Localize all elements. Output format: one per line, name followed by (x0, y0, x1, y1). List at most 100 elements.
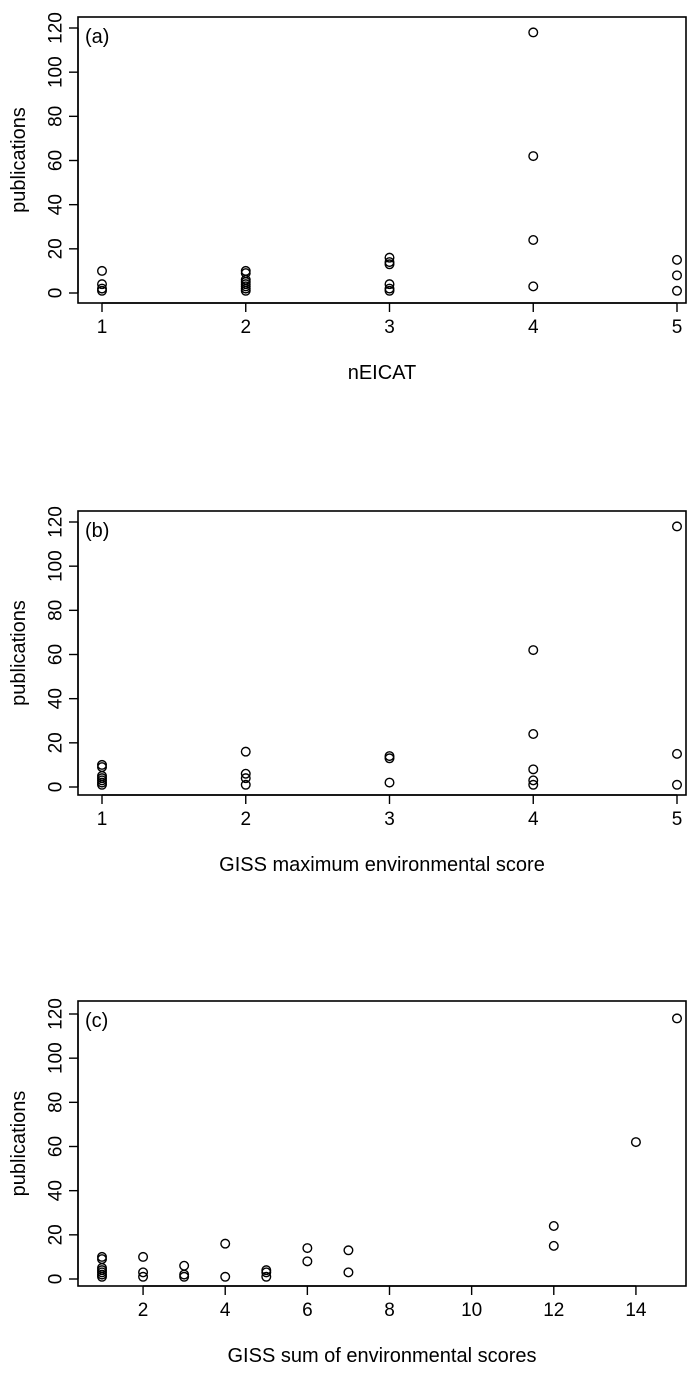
y-tick-label: 100 (46, 550, 67, 582)
data-point (528, 281, 539, 292)
x-tick-label: 6 (302, 1300, 313, 1321)
x-tick-label: 10 (461, 1300, 482, 1321)
panel-label: (b) (85, 520, 109, 542)
data-point (302, 1256, 313, 1267)
x-axis-title: nEICAT (348, 362, 417, 384)
x-tick-label: 2 (240, 317, 251, 338)
y-tick-label: 80 (46, 106, 67, 127)
y-tick-label: 40 (46, 1180, 67, 1201)
data-point (138, 1267, 149, 1278)
x-axis-title: GISS sum of environmental scores (227, 1345, 536, 1367)
data-point (179, 1260, 190, 1271)
x-tick-label: 8 (384, 1300, 395, 1321)
y-tick-label: 0 (46, 288, 67, 299)
y-tick-label: 20 (46, 1224, 67, 1245)
data-point (630, 1137, 641, 1148)
plot-frame (77, 16, 687, 304)
data-point (96, 1271, 107, 1282)
data-point (261, 1267, 272, 1278)
data-point (96, 265, 107, 276)
data-point (302, 1243, 313, 1254)
x-tick-label: 1 (97, 809, 108, 830)
data-point (240, 746, 251, 757)
y-tick-label: 40 (46, 688, 67, 709)
data-point (672, 270, 683, 281)
panel-a: (a) 1 2 3 4 5 0 20 40 60 80 100 120 nEICAT publication… (8, 12, 687, 384)
data-point (672, 748, 683, 759)
data-point (528, 775, 539, 786)
x-tick-label: 5 (672, 809, 683, 830)
data-point (138, 1251, 149, 1262)
data-point (528, 645, 539, 656)
data-point (528, 151, 539, 162)
data-point (384, 279, 395, 290)
y-tick-label: 120 (46, 506, 67, 538)
data-point (384, 777, 395, 788)
data-point (240, 779, 251, 790)
data-point (384, 753, 395, 764)
data-point (384, 252, 395, 263)
y-tick-label: 120 (46, 998, 67, 1030)
y-tick-label: 100 (46, 56, 67, 88)
data-point (240, 285, 251, 296)
data-point (548, 1220, 559, 1231)
data-point (672, 521, 683, 532)
plot-frame (77, 510, 687, 796)
y-tick-label: 0 (46, 1274, 67, 1285)
y-tick-label: 60 (46, 1136, 67, 1157)
panel-b: (b) 1 2 3 4 5 0 20 40 60 80 100 120 GISS maximum envi… (8, 506, 687, 876)
data-point (672, 779, 683, 790)
data-point (96, 779, 107, 790)
data-point (672, 254, 683, 265)
data-point (179, 1271, 190, 1282)
x-tick-label: 12 (543, 1300, 564, 1321)
data-point (96, 285, 107, 296)
data-point (384, 285, 395, 296)
x-tick-label: 5 (672, 317, 683, 338)
x-tick-label: 4 (528, 317, 539, 338)
data-point (261, 1271, 272, 1282)
panel-c: (c) 2 4 6 8 10 12 14 0 20 40 60 80 100 120 GISS sum of … (8, 998, 687, 1367)
panel-label: (c) (85, 1010, 108, 1032)
x-tick-label: 3 (384, 809, 395, 830)
data-point (548, 1240, 559, 1251)
data-point (240, 773, 251, 784)
y-axis-title: publications (8, 600, 30, 706)
data-point (343, 1245, 354, 1256)
plot-frame (77, 1000, 687, 1287)
x-tick-label: 4 (220, 1300, 231, 1321)
y-axis-title: publications (8, 1091, 30, 1197)
panel-label: (a) (85, 26, 109, 48)
data-point (528, 764, 539, 775)
x-tick-label: 1 (97, 317, 108, 338)
data-point (220, 1271, 231, 1282)
y-tick-label: 60 (46, 644, 67, 665)
x-tick-label: 3 (384, 317, 395, 338)
y-tick-label: 60 (46, 150, 67, 171)
y-axis-title: publications (8, 107, 30, 213)
x-tick-label: 4 (528, 809, 539, 830)
data-point (96, 279, 107, 290)
y-tick-label: 40 (46, 194, 67, 215)
data-point (528, 779, 539, 790)
y-tick-label: 80 (46, 600, 67, 621)
y-tick-label: 0 (46, 782, 67, 793)
y-tick-label: 80 (46, 1092, 67, 1113)
y-tick-label: 20 (46, 238, 67, 259)
data-point (672, 1013, 683, 1024)
y-tick-label: 120 (46, 12, 67, 44)
data-point (528, 27, 539, 38)
data-point (528, 729, 539, 740)
y-tick-label: 100 (46, 1042, 67, 1074)
x-tick-label: 2 (240, 809, 251, 830)
data-point (672, 285, 683, 296)
y-tick-label: 20 (46, 732, 67, 753)
x-tick-label: 14 (625, 1300, 647, 1321)
data-point (240, 768, 251, 779)
data-point (343, 1267, 354, 1278)
data-point (220, 1238, 231, 1249)
x-tick-label: 2 (138, 1300, 149, 1321)
data-point (138, 1271, 149, 1282)
data-point (528, 234, 539, 245)
